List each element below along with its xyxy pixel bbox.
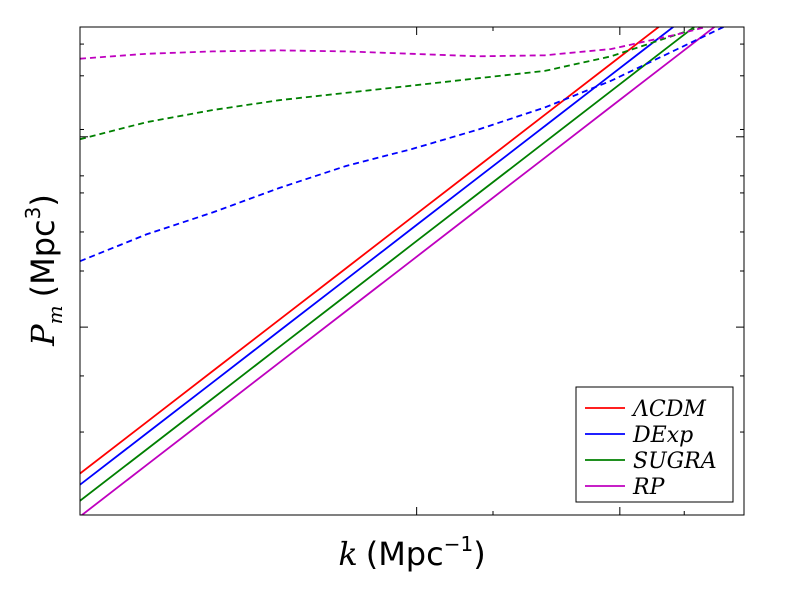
series-dexp-solid: [80, 27, 675, 486]
series-sugra-dashed: [80, 27, 703, 141]
legend-label-dexp: DExp: [632, 423, 693, 448]
legend-label-sugra: SUGRA: [633, 449, 717, 474]
x-axis-label: k (Mpc−1): [338, 532, 485, 573]
ticks-layer: [80, 27, 744, 515]
y-axis-label: Pm(Mpc3): [21, 194, 67, 347]
series-dexp-dashed: [80, 27, 726, 263]
legend-label-cdm: ΛCDM: [631, 397, 706, 422]
series-rp-dashed: [80, 27, 710, 60]
series-cdm-solid: [80, 27, 661, 475]
legend-box: [575, 386, 734, 503]
series-sugra-solid: [80, 27, 696, 502]
series-layer: [80, 27, 726, 515]
legend-label-rp: RP: [632, 475, 666, 500]
series-rp-solid: [80, 27, 716, 515]
